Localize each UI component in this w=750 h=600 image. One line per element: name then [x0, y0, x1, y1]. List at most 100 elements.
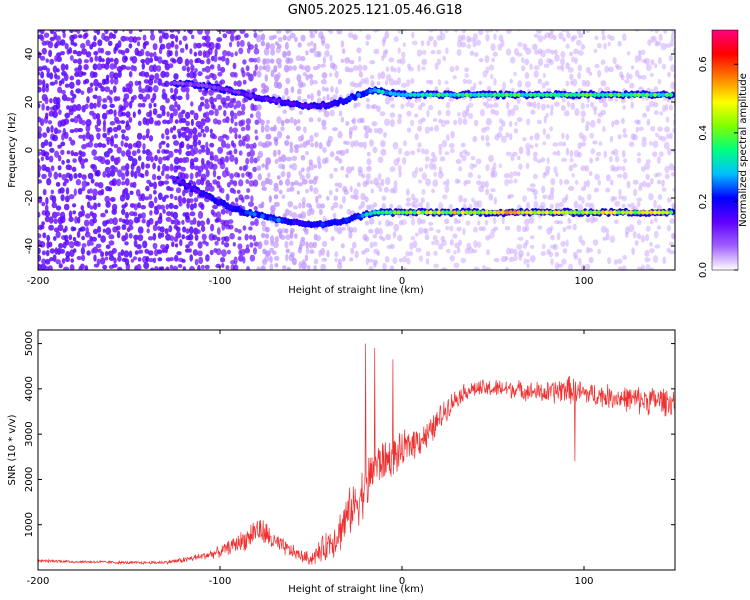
spectrogram-cell: [490, 108, 496, 115]
ridge-core-mark: [388, 91, 393, 96]
spectrogram-cell: [94, 86, 98, 92]
spectrogram-cell: [246, 188, 251, 193]
spectrogram-cell: [168, 187, 174, 192]
spectrogram-cell: [354, 250, 359, 259]
spectrogram-cell: [245, 143, 251, 149]
spectrogram-cell: [245, 118, 252, 125]
spectrogram-cell: [397, 234, 403, 242]
spectrogram-cell: [313, 265, 317, 270]
spectrogram-cell: [46, 126, 50, 134]
spectrogram-cell: [134, 250, 139, 255]
spectrogram-cell: [377, 173, 382, 181]
spectrogram-cell: [250, 195, 254, 203]
spectrogram-cell: [81, 209, 85, 217]
spectrogram-cell: [595, 151, 602, 157]
ridge-core-mark: [172, 80, 177, 86]
spectrogram-cell: [656, 156, 661, 164]
spectrogram-cell: [188, 248, 192, 253]
ridge-core-mark: [460, 210, 465, 215]
spectrogram-cell: [393, 223, 400, 232]
spectrogram-cell: [368, 265, 374, 270]
spectrogram-cell: [215, 211, 222, 220]
y-tick-label: 5000: [24, 331, 35, 356]
spectrogram-cell: [384, 48, 389, 55]
spectrogram-cell: [655, 41, 662, 46]
spectrogram-cell: [578, 132, 584, 139]
spectrogram-cell: [97, 202, 101, 208]
spectrogram-cell: [249, 143, 254, 150]
spectrogram-cell: [589, 215, 595, 224]
spectrogram-cell: [117, 251, 122, 258]
spectrogram-cell: [225, 193, 230, 201]
spectrogram-cell: [274, 263, 279, 268]
spectrogram-cell: [557, 263, 564, 268]
snr-background: [38, 330, 675, 570]
spectrogram-cell: [348, 230, 353, 239]
spectrogram-cell: [468, 112, 474, 120]
spectrogram-cell: [545, 48, 552, 54]
spectrogram-cell: [48, 155, 54, 163]
ridge-core-mark: [320, 103, 325, 108]
spectrogram-cell: [194, 68, 198, 73]
spectrogram-cell: [77, 172, 83, 179]
spectrogram-cell: [212, 204, 219, 210]
ridge-core-mark: [360, 213, 365, 218]
spectrogram-cell: [269, 235, 275, 244]
spectrogram-cell: [161, 180, 165, 186]
spectrogram-cell: [59, 39, 66, 46]
spectrogram-cell: [632, 179, 639, 185]
spectrogram-cell: [199, 60, 205, 65]
spectrogram-cell: [444, 80, 449, 85]
spectrogram-cell: [420, 102, 426, 107]
spectrogram-cell: [45, 105, 50, 111]
spectrogram-cell: [373, 48, 380, 55]
spectrogram-cell: [128, 116, 133, 123]
spectrogram-cell: [68, 234, 73, 241]
spectrogram-cell: [432, 39, 438, 48]
spectrogram-cell: [136, 41, 141, 47]
spectrogram-cell: [224, 167, 229, 173]
ridge-core-mark: [340, 218, 345, 223]
spectrogram-cell: [530, 187, 536, 193]
spectrogram-cell: [104, 159, 111, 166]
ridge-core-mark: [660, 92, 666, 98]
colorbar-label: Normalized spectral amplitude: [738, 73, 749, 227]
spectrogram-cell: [645, 182, 651, 188]
spectrogram-cell: [225, 116, 230, 124]
spectrogram-cell: [123, 100, 129, 108]
spectrogram-cell: [113, 167, 118, 173]
spectrogram-cell: [148, 193, 153, 200]
spectrogram-cell: [145, 155, 151, 162]
spectrogram-cell: [91, 212, 97, 219]
spectrogram-cell: [166, 143, 170, 148]
spectrogram-cell: [490, 228, 496, 234]
ridge-core-mark: [220, 86, 225, 92]
spectrogram-cell: [148, 217, 154, 225]
spectrogram-cell: [497, 43, 503, 51]
ridge-core-mark: [432, 92, 437, 98]
ridge-core-mark: [232, 206, 237, 211]
ridge-core-mark: [508, 92, 513, 98]
spectrogram-cell: [284, 41, 289, 50]
spectrogram-cell: [138, 80, 142, 86]
spectrogram-cell: [571, 56, 575, 63]
ridge-core-mark: [540, 92, 546, 98]
ridge-core-mark: [284, 219, 289, 224]
spectrogram-cell: [256, 56, 261, 64]
ridge-core-mark: [416, 210, 421, 215]
spectrogram-cell: [213, 54, 218, 63]
spectrogram-cell: [668, 163, 675, 171]
spectrogram-cell: [389, 96, 395, 102]
spectrogram-cell: [263, 47, 270, 56]
spectrogram-cell: [154, 266, 159, 270]
spectrogram-cell: [353, 188, 359, 196]
spectrogram-cell: [165, 173, 170, 180]
spectrogram-cell: [77, 64, 83, 71]
ridge-core-mark: [484, 92, 489, 98]
spectrogram-cell: [113, 133, 119, 139]
spectrogram-cell: [560, 58, 566, 66]
spectrogram-cell: [148, 182, 154, 187]
ridge-core-mark: [432, 210, 437, 215]
spectrogram-cell: [276, 82, 283, 89]
spectrogram-cell: [160, 140, 166, 145]
